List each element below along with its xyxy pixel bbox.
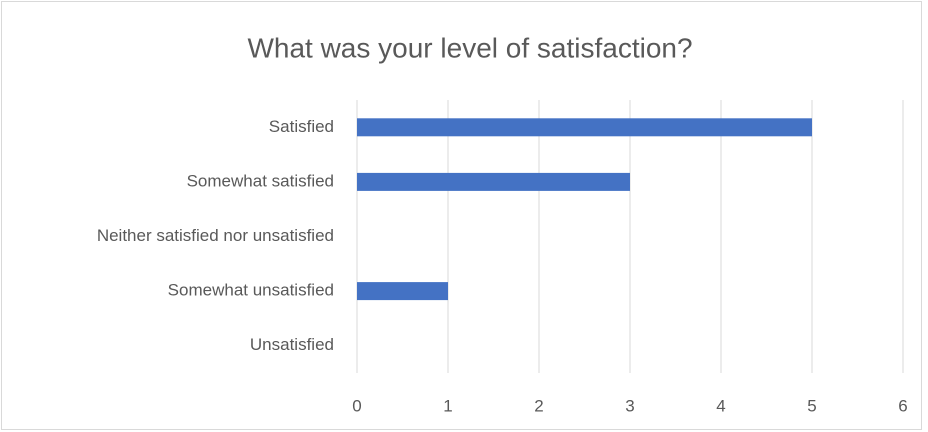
x-tick-label: 3 (625, 396, 634, 415)
y-tick-label: Neither satisfied nor unsatisfied (97, 226, 334, 245)
bar (357, 118, 812, 137)
y-tick-label: Unsatisfied (250, 335, 334, 354)
y-tick-label: Satisfied (269, 117, 334, 136)
x-tick-label: 5 (807, 396, 816, 415)
x-tick-label: 4 (716, 396, 725, 415)
x-tick-label: 0 (352, 396, 361, 415)
x-tick-label: 2 (534, 396, 543, 415)
bar (357, 172, 630, 191)
chart-title: What was your level of satisfaction? (247, 32, 692, 63)
y-tick-label: Somewhat satisfied (187, 171, 334, 190)
bar (357, 282, 448, 301)
y-tick-label: Somewhat unsatisfied (168, 281, 334, 300)
x-tick-label: 6 (898, 396, 907, 415)
x-tick-label: 1 (443, 396, 452, 415)
